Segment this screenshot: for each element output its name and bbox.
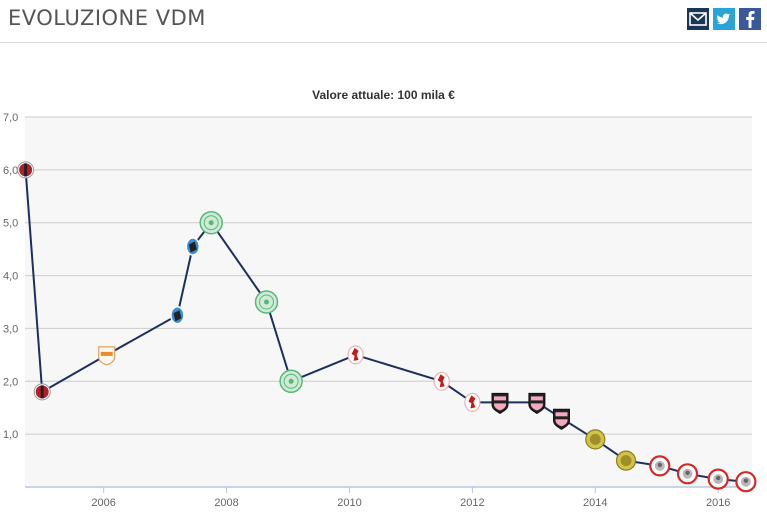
header-bar: EVOLUZIONE VDM [0,0,767,43]
y-tick-label: 5,0 [3,218,18,230]
marker-center [288,378,294,384]
envelope-icon [689,12,707,26]
marker-figure [188,241,197,253]
mail-icon[interactable] [687,8,709,30]
blue-black-crest-marker [170,305,185,325]
marker-band [555,416,568,420]
marker-center [589,433,601,445]
marker-band [530,400,543,404]
x-tick-label: 2014 [583,497,607,509]
x-tick-label: 2008 [214,497,238,509]
red-ring-crest-marker [649,455,671,477]
marker-center [620,455,632,467]
marker-eagle [437,374,445,388]
red-eagle-crest-marker [464,392,481,412]
red-eagle-crest-marker [433,371,450,391]
marker-band [100,351,113,356]
y-tick-label: 3,0 [3,323,18,335]
pink-black-shield-crest-marker [528,392,546,415]
pink-black-shield-crest-marker [491,392,509,415]
pink-black-shield-crest-marker [553,408,570,430]
red-ring-crest-marker [707,468,729,490]
x-tick-label: 2006 [91,497,115,509]
green-clover-crest-marker [199,210,223,235]
marker-stripe [40,385,44,399]
y-tick-label: 1,0 [3,429,18,441]
marker-center [264,299,269,305]
marker-dot [685,470,690,475]
blue-black-crest-marker [185,237,201,256]
marker-eagle [468,395,476,409]
marker-dot [657,462,662,468]
facebook-icon[interactable] [739,8,761,30]
red-black-crest-marker [33,383,51,401]
x-tick-label: 2012 [460,497,484,509]
twitter-icon[interactable] [713,8,735,30]
plot-area [25,117,752,487]
marker-figure [173,310,182,322]
marker-band [494,400,506,404]
marker-inner [283,373,299,389]
marker-eagle [351,347,359,361]
f-letter-icon [746,11,755,28]
red-ring-crest-marker [735,471,757,493]
marker-dot [716,475,721,481]
x-tick-label: 2010 [337,497,361,509]
x-tick-label: 2016 [706,497,730,509]
y-tick-label: 7,0 [3,112,18,124]
red-ring-crest-marker [676,463,699,485]
red-black-crest-marker [17,161,35,179]
bird-icon [717,13,731,25]
marker-dot [743,478,749,483]
marker-center [208,220,214,226]
green-clover-crest-marker [254,290,279,314]
y-tick-label: 6,0 [3,165,18,177]
share-buttons [687,8,761,30]
yellow-olive-crest-marker [585,429,606,450]
yellow-olive-crest-marker [615,450,637,471]
y-tick-label: 2,0 [3,376,18,388]
red-eagle-crest-marker [347,345,364,365]
green-clover-crest-marker [279,369,303,394]
chart-title: Valore attuale: 100 mila € [312,88,455,102]
marker-inner [203,215,219,231]
orange-shield-crest-marker [98,346,116,366]
marker-inner [259,294,274,310]
y-tick-label: 4,0 [3,271,18,283]
page-title: EVOLUZIONE VDM [8,6,206,30]
marker-stripe [24,163,28,177]
